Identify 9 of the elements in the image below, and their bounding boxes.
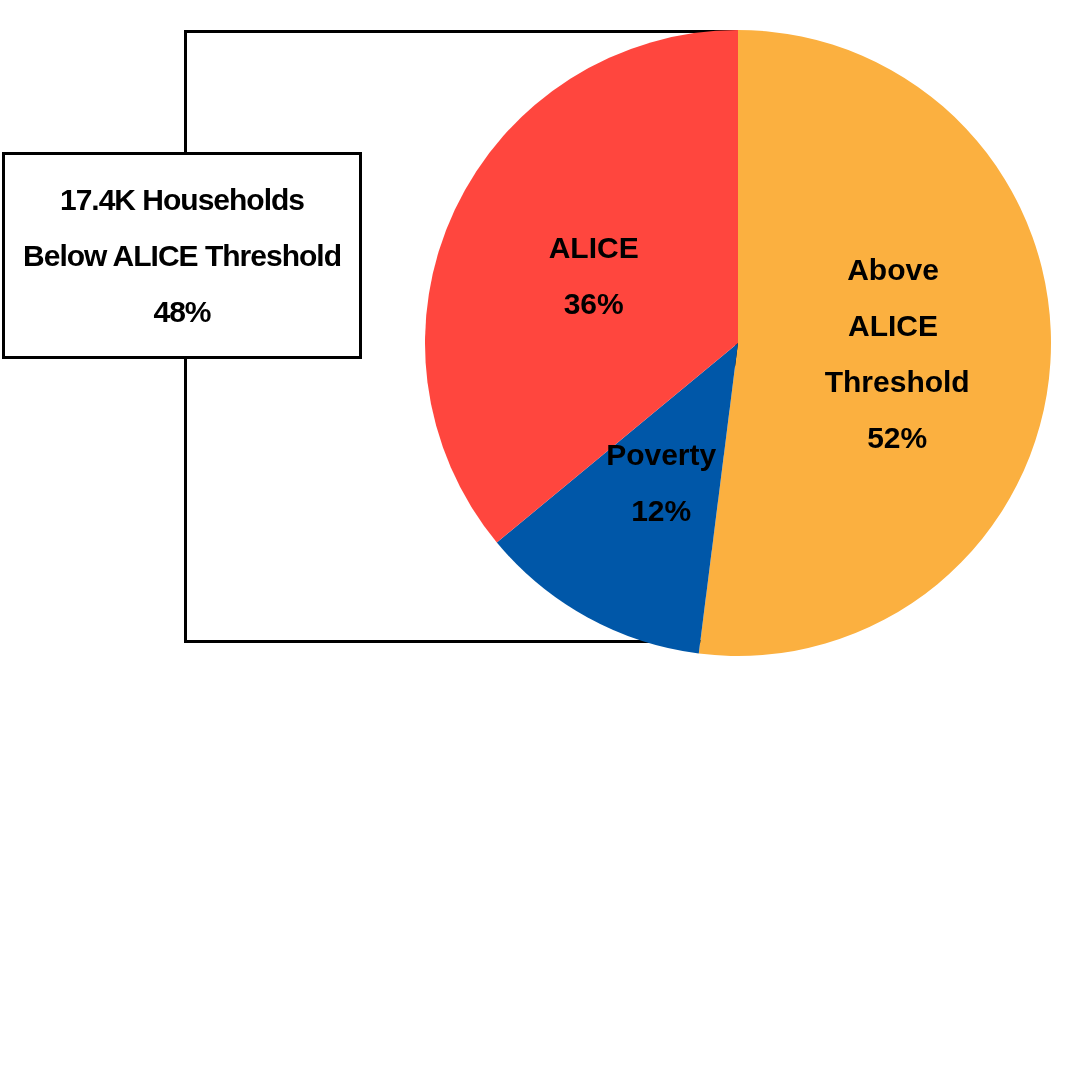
data-label: 52% xyxy=(867,420,928,454)
data-label: 12% xyxy=(631,494,692,528)
slice-label: Poverty xyxy=(606,438,717,472)
text: Below ALICE Threshold xyxy=(23,237,341,274)
text: 17.4K Households xyxy=(59,181,305,218)
text: 48% xyxy=(153,293,211,330)
slice-label: ALICE xyxy=(548,230,639,264)
slice-label: Above ALICE Threshold xyxy=(824,252,970,398)
data-label: 36% xyxy=(563,286,624,320)
